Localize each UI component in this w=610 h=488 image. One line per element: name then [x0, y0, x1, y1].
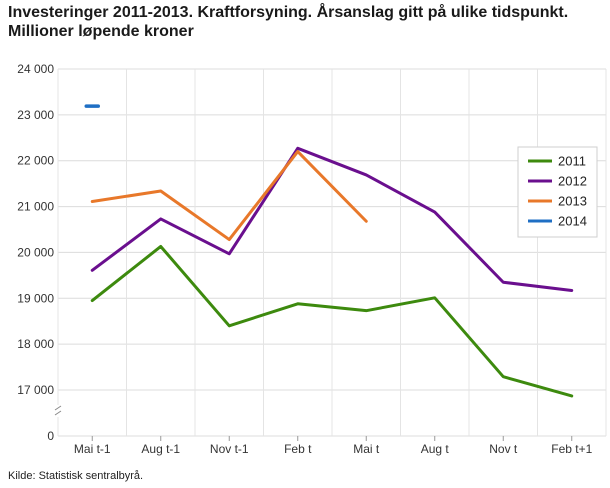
- x-tick-label: Nov t: [489, 442, 518, 456]
- x-tick-label: Mai t-1: [74, 442, 111, 456]
- y-tick-label: 22 000: [17, 154, 54, 168]
- series-line-2012: [90, 146, 574, 292]
- x-tick-label: Nov t-1: [210, 442, 249, 456]
- y-tick-label: 23 000: [17, 108, 54, 122]
- y-tick-label: 20 000: [17, 245, 54, 259]
- y-tick-label: 19 000: [17, 291, 54, 305]
- axis-break-mark: [54, 410, 62, 416]
- grid-lines: [57, 68, 607, 437]
- legend-label-2013: 2013: [558, 194, 587, 209]
- x-tick-label: Aug t-1: [141, 442, 180, 456]
- x-axis: Mai t-1 Aug t-1 Nov t-1 Feb t Mai t Aug t Nov …: [74, 436, 593, 456]
- y-tick-label: 18 000: [17, 337, 54, 351]
- x-tick-label: Feb t+1: [551, 442, 592, 456]
- y-axis: 24 000 23 000 22 000 21 000 20 000 19 000 18 0…: [17, 62, 62, 443]
- series-line-2013: [90, 150, 368, 242]
- y-tick-label: 17 000: [17, 383, 54, 397]
- axis-break-mark: [54, 405, 62, 411]
- axis-break-mask: [54, 405, 62, 417]
- y-tick-label: 24 000: [17, 62, 54, 76]
- series-line-2011: [90, 244, 574, 398]
- y-tick-label: 21 000: [17, 200, 54, 214]
- chart-title-line1: Investeringer 2011-2013. Kraftforsyning.…: [8, 4, 569, 21]
- legend: 2011 2012 2013 2014: [517, 146, 598, 238]
- chart-title: Investeringer 2011-2013. Kraftforsyning.…: [8, 3, 604, 41]
- legend-label-2011: 2011: [558, 154, 586, 169]
- chart-title-line2: Millioner løpende kroner: [8, 23, 194, 40]
- legend-label-2012: 2012: [558, 174, 587, 189]
- series-lines: [84, 104, 574, 398]
- x-tick-label: Aug t: [421, 442, 450, 456]
- x-tick-label: Feb t: [284, 442, 312, 456]
- legend-label-2014: 2014: [558, 214, 587, 229]
- x-tick-label: Mai t: [353, 442, 380, 456]
- y-tick-label: 0: [47, 429, 54, 443]
- source-note: Kilde: Statistisk sentralbyrå.: [8, 470, 144, 482]
